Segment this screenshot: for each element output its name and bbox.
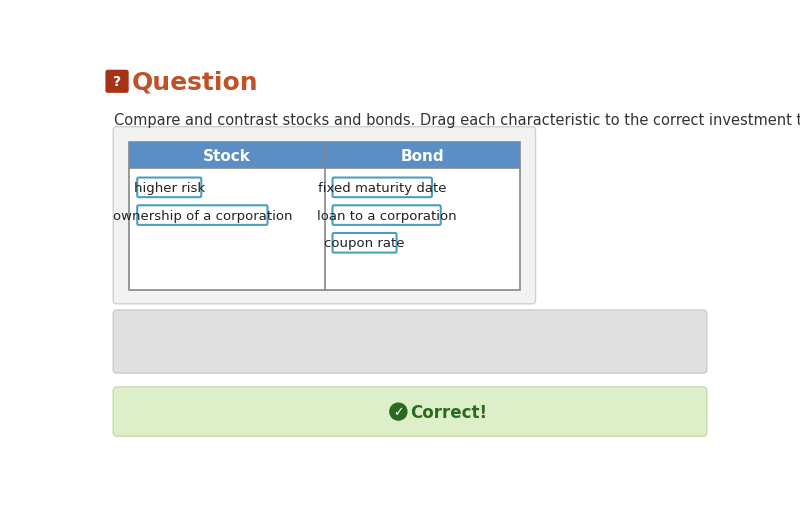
Text: coupon rate: coupon rate (324, 237, 405, 250)
FancyBboxPatch shape (325, 143, 520, 169)
Text: Correct!: Correct! (410, 403, 487, 421)
FancyBboxPatch shape (333, 178, 432, 198)
FancyBboxPatch shape (333, 233, 397, 253)
FancyBboxPatch shape (138, 178, 202, 198)
Text: Bond: Bond (401, 148, 444, 164)
Ellipse shape (390, 403, 407, 420)
FancyBboxPatch shape (138, 206, 267, 225)
Text: Compare and contrast stocks and bonds. Drag each characteristic to the correct i: Compare and contrast stocks and bonds. D… (114, 113, 800, 128)
Text: ?: ? (113, 75, 121, 89)
Text: higher risk: higher risk (134, 181, 205, 194)
FancyBboxPatch shape (113, 311, 707, 373)
FancyBboxPatch shape (325, 143, 520, 169)
Text: Question: Question (132, 70, 258, 94)
Text: fixed maturity date: fixed maturity date (318, 181, 446, 194)
Text: ownership of a corporation: ownership of a corporation (113, 209, 292, 222)
FancyBboxPatch shape (106, 71, 129, 93)
Text: Stock: Stock (203, 148, 251, 164)
FancyBboxPatch shape (130, 143, 520, 290)
FancyBboxPatch shape (130, 143, 325, 169)
Text: ✓: ✓ (393, 406, 404, 418)
FancyBboxPatch shape (333, 206, 441, 225)
FancyBboxPatch shape (113, 387, 707, 436)
Text: loan to a corporation: loan to a corporation (317, 209, 457, 222)
FancyBboxPatch shape (130, 143, 325, 169)
FancyBboxPatch shape (113, 127, 535, 304)
